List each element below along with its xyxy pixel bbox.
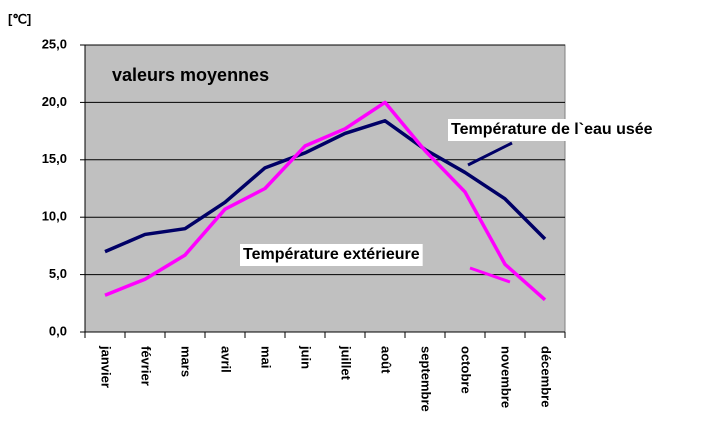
x-tick-label: juillet: [339, 345, 354, 381]
x-tick-label: février: [139, 346, 154, 386]
x-tick-label: avril: [219, 346, 234, 373]
legend-box: [448, 119, 656, 141]
y-tick-label: 5,0: [49, 266, 67, 281]
legend-label: Température de l`eau usée: [451, 121, 653, 138]
series-line: [104, 119, 547, 254]
x-tick-label: novembre: [499, 346, 514, 408]
y-tick-label: 15,0: [42, 151, 67, 166]
annotation: valeurs moyennes: [112, 65, 269, 85]
x-tick-label: juin: [299, 345, 314, 369]
series-line: [104, 100, 547, 302]
x-tick-label: janvier: [99, 345, 114, 388]
x-tick-label: décembre: [539, 346, 554, 407]
y-tick-label: 10,0: [42, 209, 67, 224]
x-tick-label: août: [379, 346, 394, 374]
legend-pointer: [469, 266, 511, 284]
legend-box: [240, 244, 423, 266]
y-tick-label: 0,0: [49, 323, 67, 338]
x-tick-label: septembre: [419, 346, 434, 412]
x-tick-label: mars: [179, 346, 194, 377]
y-tick-label: 25,0: [42, 36, 67, 51]
legend-pointer: [467, 141, 513, 167]
x-tick-label: octobre: [459, 346, 474, 394]
y-axis-label: [℃]: [8, 11, 31, 26]
legend-label: Température extérieure: [243, 246, 420, 263]
y-tick-label: 20,0: [42, 94, 67, 109]
x-tick-label: mai: [259, 346, 274, 368]
plot-area: [84, 44, 566, 333]
